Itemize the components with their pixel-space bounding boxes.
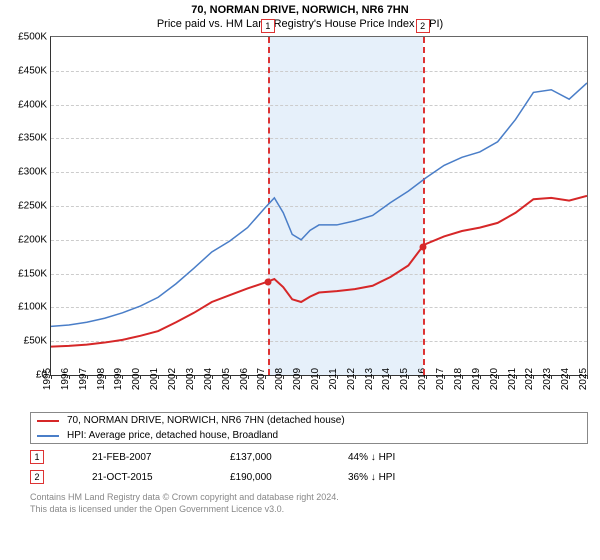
sale-dot (264, 279, 271, 286)
y-tick-label: £300K (18, 167, 51, 178)
legend-swatch (37, 420, 59, 422)
series-property (51, 196, 587, 347)
y-tick-label: £50K (24, 336, 51, 347)
sale-diff: 44% ↓ HPI (348, 452, 395, 463)
y-tick-label: £350K (18, 133, 51, 144)
footer-line-1: Contains HM Land Registry data © Crown c… (30, 492, 588, 504)
footer: Contains HM Land Registry data © Crown c… (30, 492, 588, 515)
legend-row: HPI: Average price, detached house, Broa… (31, 428, 587, 443)
y-tick-label: £400K (18, 99, 51, 110)
sale-row: 1 21-FEB-2007 £137,000 44% ↓ HPI (30, 450, 588, 464)
sale-price: £137,000 (230, 452, 300, 463)
chart-area: £0£50K£100K£150K£200K£250K£300K£350K£400… (50, 36, 588, 406)
series-svg (51, 37, 587, 375)
legend-row: 70, NORMAN DRIVE, NORWICH, NR6 7HN (deta… (31, 413, 587, 428)
sale-row-marker: 1 (30, 450, 44, 464)
sale-diff: 36% ↓ HPI (348, 472, 395, 483)
y-tick-label: £100K (18, 302, 51, 313)
sale-dot (419, 243, 426, 250)
plot-region: £0£50K£100K£150K£200K£250K£300K£350K£400… (50, 36, 588, 376)
footer-line-2: This data is licensed under the Open Gov… (30, 504, 588, 516)
y-tick-label: £150K (18, 268, 51, 279)
sale-date: 21-FEB-2007 (92, 452, 182, 463)
chart-subtitle: Price paid vs. HM Land Registry's House … (0, 16, 600, 36)
chart-title: 70, NORMAN DRIVE, NORWICH, NR6 7HN (0, 0, 600, 16)
y-tick-label: £450K (18, 65, 51, 76)
sale-marker-box: 2 (416, 19, 430, 33)
y-tick-label: £200K (18, 234, 51, 245)
y-tick-label: £500K (18, 32, 51, 43)
legend-label: 70, NORMAN DRIVE, NORWICH, NR6 7HN (deta… (67, 415, 345, 426)
y-tick-label: £250K (18, 201, 51, 212)
sale-price: £190,000 (230, 472, 300, 483)
sale-marker-box: 1 (261, 19, 275, 33)
sale-row: 2 21-OCT-2015 £190,000 36% ↓ HPI (30, 470, 588, 484)
legend: 70, NORMAN DRIVE, NORWICH, NR6 7HN (deta… (30, 412, 588, 444)
sale-row-marker: 2 (30, 470, 44, 484)
legend-swatch (37, 435, 59, 437)
series-hpi (51, 83, 587, 326)
legend-label: HPI: Average price, detached house, Broa… (67, 430, 278, 441)
sale-date: 21-OCT-2015 (92, 472, 182, 483)
